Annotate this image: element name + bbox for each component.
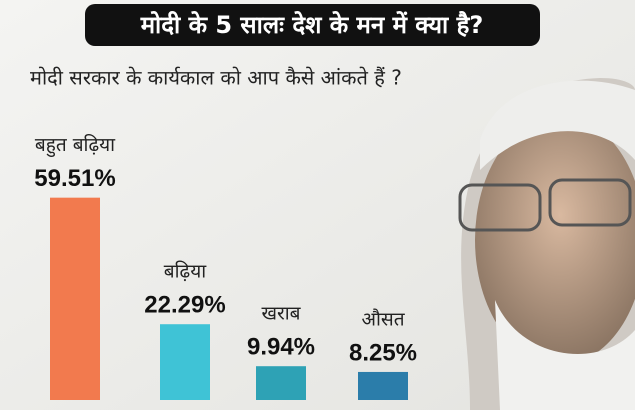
- value-label: 8.25%: [349, 339, 417, 366]
- portrait-illustration: [458, 78, 635, 410]
- bar: [50, 197, 100, 400]
- value-label: 59.51%: [34, 165, 115, 192]
- category-label: बढ़िया: [164, 260, 207, 283]
- chart-subtitle: मोदी सरकार के कार्यकाल को आप कैसे आंकते …: [30, 66, 402, 90]
- category-label: बहुत बढ़िया: [35, 133, 116, 158]
- category-label: खराब: [261, 303, 301, 325]
- title-banner: [85, 4, 540, 46]
- category-label: औसत: [361, 307, 405, 330]
- value-label: 9.94%: [247, 334, 315, 361]
- chart-title: मोदी के 5 सालः देश के मन में क्या है?: [140, 11, 484, 39]
- value-label: 22.29%: [144, 292, 225, 319]
- bar: [256, 366, 306, 400]
- bar: [358, 371, 408, 400]
- bar: [160, 324, 210, 400]
